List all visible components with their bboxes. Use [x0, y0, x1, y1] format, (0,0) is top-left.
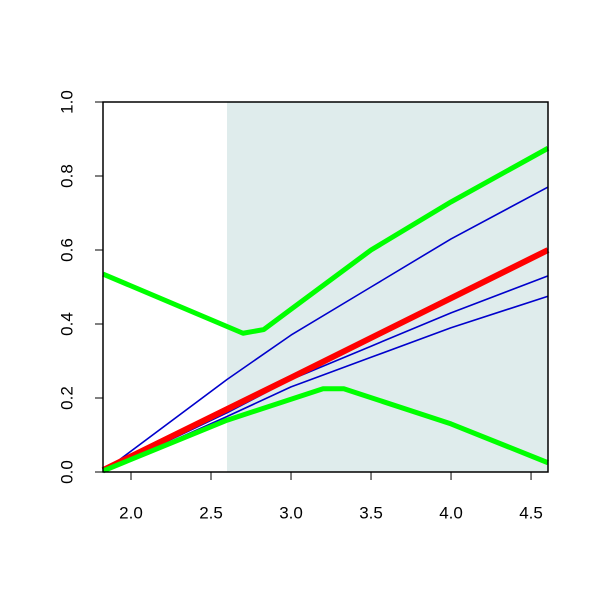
y-tick-label: 1.0: [57, 90, 76, 114]
plot-box: [102, 101, 549, 473]
y-tick-label: 0.4: [57, 312, 76, 336]
y-tick-label: 0.6: [57, 238, 76, 262]
x-tick-label: 2.0: [119, 503, 143, 522]
line: [102, 295, 549, 473]
line: [102, 186, 549, 473]
x-tick-label: 3.5: [359, 503, 383, 522]
x-tick-label: 3.0: [279, 503, 303, 522]
y-tick-label: 0.2: [57, 386, 76, 410]
line: [102, 146, 550, 336]
line: [102, 386, 549, 474]
line: [102, 275, 549, 473]
x-tick-label: 4.0: [439, 503, 463, 522]
x-tick-label: 4.5: [519, 503, 543, 522]
shaded-region: [227, 102, 548, 472]
y-tick-label: 0.8: [57, 164, 76, 188]
y-tick-label: 0.0: [57, 460, 76, 484]
line: [101, 247, 550, 473]
x-tick-label: 2.5: [199, 503, 223, 522]
